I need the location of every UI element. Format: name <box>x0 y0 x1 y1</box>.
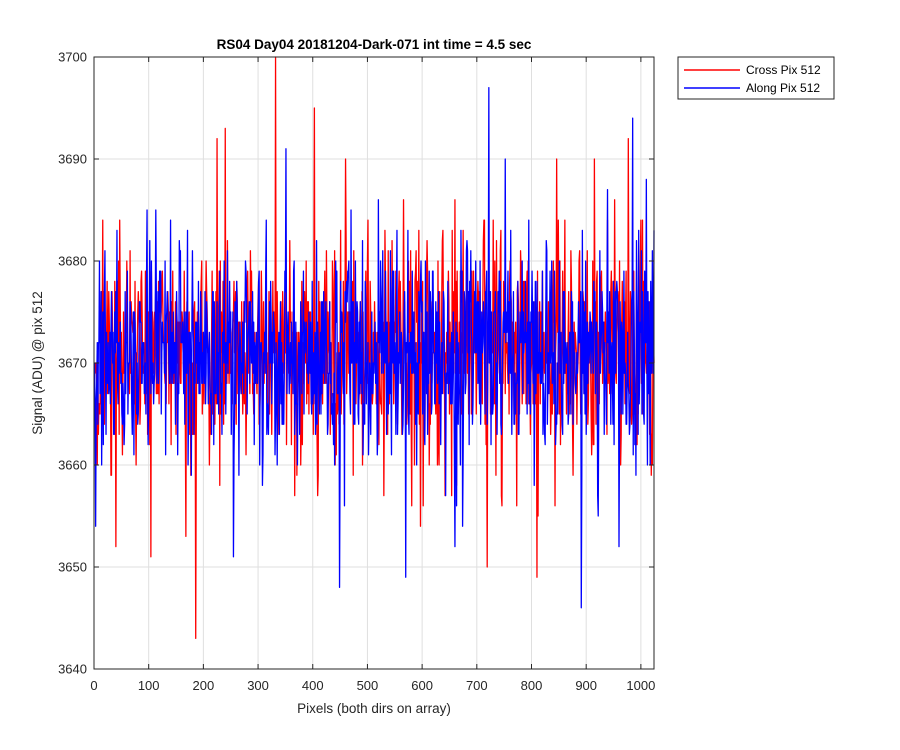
y-tick-label: 3670 <box>58 356 87 371</box>
y-tick-label: 3700 <box>58 50 87 65</box>
x-axis-label: Pixels (both dirs on array) <box>297 701 451 716</box>
x-tick-label: 700 <box>466 678 488 693</box>
chart-title: RS04 Day04 20181204-Dark-071 int time = … <box>217 37 532 52</box>
x-tick-label: 500 <box>357 678 379 693</box>
legend-label-along: Along Pix 512 <box>746 81 820 95</box>
y-tick-label: 3690 <box>58 152 87 167</box>
y-tick-label: 3650 <box>58 560 87 575</box>
x-tick-label: 300 <box>247 678 269 693</box>
x-tick-label: 200 <box>193 678 215 693</box>
x-tick-label: 0 <box>90 678 97 693</box>
x-tick-label: 1000 <box>626 678 655 693</box>
x-tick-label: 800 <box>521 678 543 693</box>
y-tick-label: 3680 <box>58 254 87 269</box>
series-layer <box>93 56 655 640</box>
x-tick-label: 400 <box>302 678 324 693</box>
legend-label-cross: Cross Pix 512 <box>746 63 821 77</box>
y-axis-label: Signal (ADU) @ pix 512 <box>30 291 45 435</box>
x-tick-label: 100 <box>138 678 160 693</box>
legend: Cross Pix 512 Along Pix 512 <box>677 56 835 100</box>
series-line-along-pix-512 <box>93 86 655 609</box>
y-tick-label: 3640 <box>58 662 87 677</box>
x-tick-label: 900 <box>575 678 597 693</box>
legend-box <box>677 56 835 100</box>
x-tick-label: 600 <box>411 678 433 693</box>
y-tick-label: 3660 <box>58 458 87 473</box>
axis-ticks: 0 100 200 300 400 500 600 700 800 900 1000 3640 3650… <box>58 50 655 694</box>
